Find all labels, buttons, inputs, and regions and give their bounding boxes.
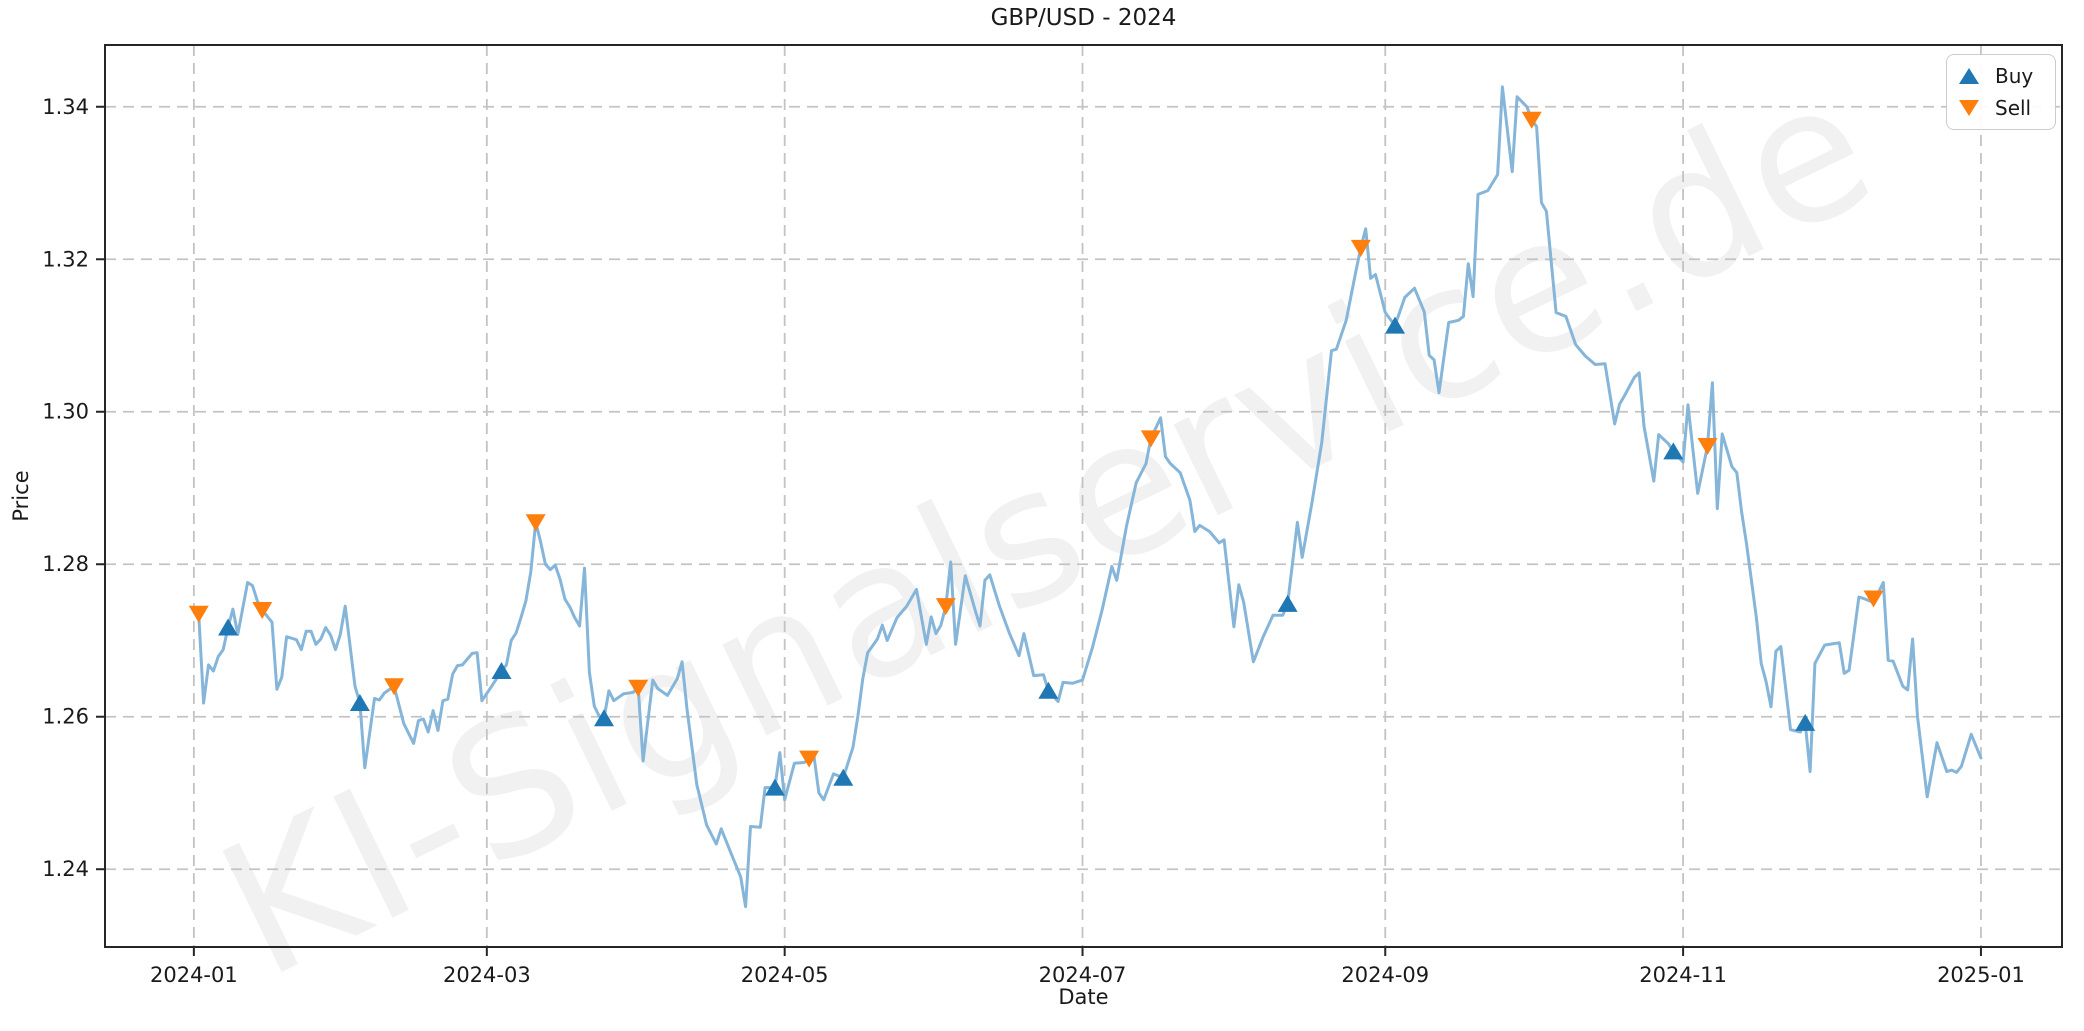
buy-marker xyxy=(1663,442,1684,460)
x-tick-label: 2024-09 xyxy=(1341,963,1429,987)
chart-title: GBP/USD - 2024 xyxy=(990,5,1177,31)
legend: Buy Sell xyxy=(1946,54,2056,130)
y-tick-label: 1.24 xyxy=(42,857,89,881)
x-tick-label: 2024-03 xyxy=(443,963,531,987)
x-tick-label: 2024-11 xyxy=(1639,963,1727,987)
sell-marker xyxy=(1863,590,1884,608)
sell-marker xyxy=(1697,438,1718,456)
y-tick-label: 1.34 xyxy=(42,95,89,119)
legend-item-buy: Buy xyxy=(1957,63,2043,89)
sell-triangle-icon xyxy=(1959,100,1979,116)
sell-marker xyxy=(188,605,209,623)
legend-buy-label: Buy xyxy=(1995,64,2034,88)
buy-marker xyxy=(833,768,854,786)
buy-triangle-icon xyxy=(1959,68,1979,84)
x-axis-label: Date xyxy=(1058,985,1109,1009)
y-axis-label: Price xyxy=(9,470,33,522)
buy-marker xyxy=(1795,713,1816,731)
sell-marker xyxy=(1350,239,1371,257)
y-tick-label: 1.30 xyxy=(42,400,89,424)
buy-marker xyxy=(764,778,785,796)
sell-marker xyxy=(1521,111,1542,129)
buy-marker xyxy=(1385,316,1406,334)
sell-marker xyxy=(525,514,546,532)
x-tick-label: 2024-01 xyxy=(150,963,238,987)
y-tick-label: 1.32 xyxy=(42,247,89,271)
sell-marker xyxy=(799,750,820,768)
legend-sell-label: Sell xyxy=(1995,96,2032,120)
x-tick-label: 2024-07 xyxy=(1039,963,1127,987)
buy-marker xyxy=(491,661,512,679)
buy-marker xyxy=(594,709,615,727)
sell-marker xyxy=(628,679,649,697)
sell-marker xyxy=(384,678,405,696)
y-tick-label: 1.26 xyxy=(42,705,89,729)
legend-item-sell: Sell xyxy=(1957,95,2043,121)
y-tick-label: 1.28 xyxy=(42,552,89,576)
sell-marker xyxy=(252,601,273,619)
x-tick-label: 2024-05 xyxy=(741,963,829,987)
price-line xyxy=(197,85,1983,909)
buy-marker xyxy=(1038,681,1059,699)
buy-marker xyxy=(218,618,239,636)
buy-marker xyxy=(349,694,370,712)
buy-marker xyxy=(1277,594,1298,612)
watermark: KI-Signalservice.de xyxy=(190,36,1904,1020)
sell-marker xyxy=(935,598,956,616)
x-tick-label: 2025-01 xyxy=(1937,963,2025,987)
sell-marker xyxy=(1140,430,1161,448)
